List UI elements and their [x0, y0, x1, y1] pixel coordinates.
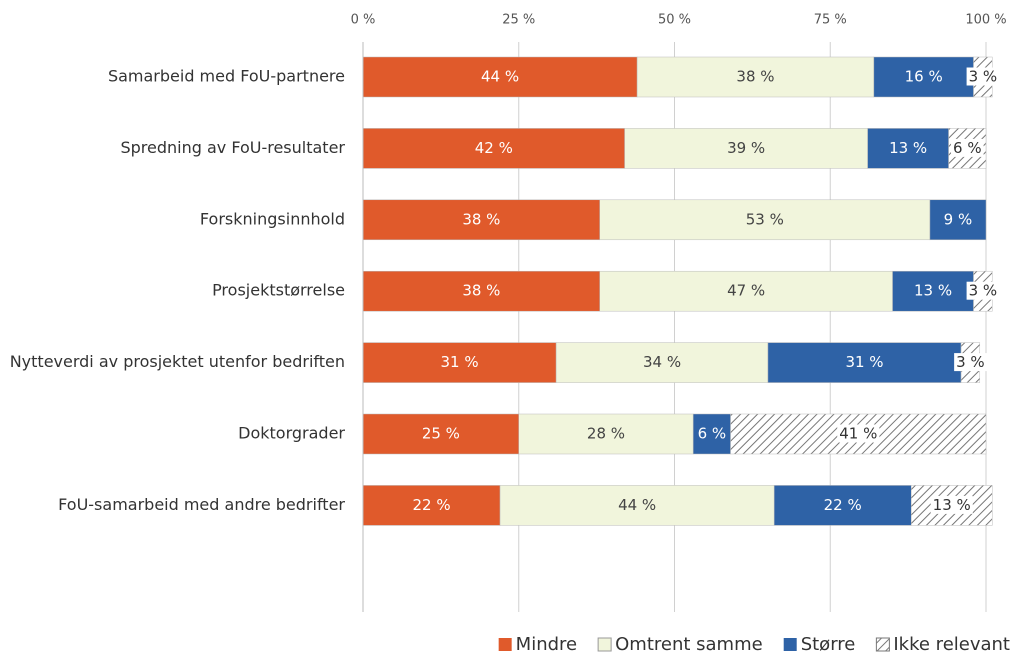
value-label: 41 % [839, 425, 877, 443]
value-label: 38 % [462, 282, 500, 300]
bar-segment [929, 199, 987, 241]
bar-segment [867, 128, 949, 169]
bar-segment [555, 342, 769, 383]
value-label-bg [954, 353, 987, 372]
value-label-bg [951, 138, 984, 157]
legend-swatch [597, 637, 612, 652]
bar-segment [362, 342, 557, 383]
value-label: 22 % [412, 496, 450, 514]
legend-label: Større [801, 634, 856, 655]
value-label: 3 % [969, 68, 998, 86]
bar-segment [773, 485, 912, 526]
value-label: 6 % [698, 425, 727, 443]
value-label: 3 % [969, 282, 998, 300]
legend-label: Omtrent samme [615, 634, 763, 655]
value-label-bg [837, 424, 880, 443]
bar-segment [767, 342, 962, 383]
value-label: 38 % [462, 210, 500, 228]
bar-segment [362, 270, 600, 312]
x-tick-label: 0 % [351, 13, 376, 28]
y-tick-label: Doktorgrader [238, 424, 345, 443]
bar-segment [599, 270, 893, 312]
value-label: 3 % [956, 353, 985, 371]
bar-segment [636, 56, 875, 98]
legend-label: Ikke relevant [893, 634, 1010, 655]
x-tick-label: 50 % [658, 13, 691, 28]
value-label: 28 % [587, 425, 625, 443]
bar-segment [873, 56, 974, 98]
value-label: 39 % [727, 139, 765, 157]
value-label: 9 % [944, 210, 973, 228]
y-tick-label: Spredning av FoU-resultater [120, 138, 345, 157]
x-tick-label: 25 % [502, 13, 535, 28]
value-label: 34 % [643, 353, 681, 371]
value-label: 31 % [845, 353, 883, 371]
value-label-bg [966, 281, 1000, 300]
legend-label: Mindre [516, 634, 577, 655]
value-label: 13 % [914, 282, 952, 300]
bar-segment [362, 413, 519, 455]
value-label-bg [930, 495, 973, 514]
value-label: 47 % [727, 282, 765, 300]
y-tick-label: Forskningsinnhold [200, 209, 345, 228]
value-label: 13 % [889, 139, 927, 157]
legend-swatch [498, 638, 512, 651]
bar-segment [362, 128, 625, 169]
value-label: 22 % [824, 496, 862, 514]
bar-segment [692, 413, 731, 455]
value-label: 25 % [422, 425, 460, 443]
bar-segment [362, 56, 638, 98]
value-label: 42 % [475, 139, 513, 157]
value-label: 53 % [746, 210, 784, 228]
y-tick-label: FoU-samarbeid med andre bedrifter [58, 495, 345, 514]
value-label: 13 % [933, 496, 971, 514]
bar-segment [518, 413, 694, 455]
value-label-bg [966, 67, 1000, 86]
legend-swatch [783, 638, 797, 651]
value-label: 31 % [441, 353, 479, 371]
bar-segment [499, 485, 775, 526]
legend-swatch [875, 637, 890, 652]
x-tick-label: 100 % [965, 13, 1006, 28]
value-label: 16 % [905, 68, 943, 86]
y-tick-label: Nytteverdi av prosjektet utenfor bedrift… [10, 352, 345, 371]
y-tick-label: Samarbeid med FoU-partnere [108, 67, 345, 86]
bar-segment [362, 485, 501, 526]
x-tick-label: 75 % [814, 13, 847, 28]
value-label: 44 % [618, 496, 656, 514]
bar-segment [599, 199, 931, 241]
y-tick-label: Prosjektstørrelse [212, 281, 345, 300]
value-label: 38 % [736, 68, 774, 86]
value-label: 6 % [953, 139, 982, 157]
bar-segment [892, 270, 974, 312]
value-label: 44 % [481, 68, 519, 86]
